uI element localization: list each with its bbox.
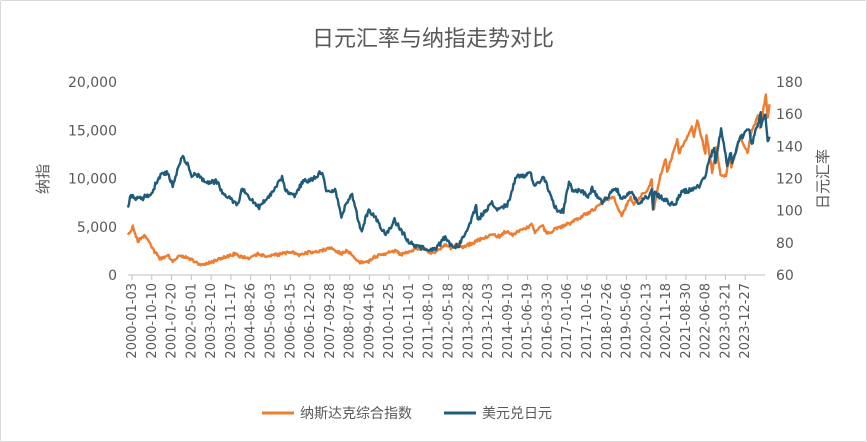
y-right-tick-label: 120 bbox=[776, 172, 803, 188]
x-tick-label: 2010-01-25 bbox=[382, 283, 397, 359]
y-left-tick-label: 15,000 bbox=[68, 123, 117, 139]
y-right-tick-label: 80 bbox=[776, 236, 794, 252]
y-left-tick-label: 5,000 bbox=[77, 220, 117, 236]
right-axis-title: 日元汇率 bbox=[814, 149, 832, 209]
y-right-tick-label: 180 bbox=[776, 75, 803, 91]
x-tick-label: 2018-07-26 bbox=[600, 283, 615, 359]
x-tick-label: 2002-05-01 bbox=[184, 283, 199, 359]
x-tick-label: 2011-08-10 bbox=[422, 283, 437, 359]
x-tick-label: 2022-06-08 bbox=[699, 283, 714, 359]
x-tick-label: 2017-10-16 bbox=[580, 283, 595, 359]
x-tick-label: 2015-06-19 bbox=[521, 283, 536, 359]
x-tick-label: 2004-08-26 bbox=[244, 283, 259, 359]
x-tick-label: 2000-01-03 bbox=[125, 283, 140, 359]
y-right-tick-label: 160 bbox=[776, 107, 803, 123]
y-left-tick-label: 20,000 bbox=[68, 75, 117, 91]
x-tick-label: 2016-03-30 bbox=[540, 283, 555, 359]
x-tick-label: 2019-05-06 bbox=[620, 283, 635, 359]
legend-label-1: 纳斯达克综合指数 bbox=[300, 406, 412, 422]
x-tick-label: 2005-06-03 bbox=[263, 283, 278, 359]
x-tick-label: 2012-05-18 bbox=[442, 283, 457, 359]
x-tick-label: 2021-08-30 bbox=[679, 283, 694, 359]
y-right-tick-label: 60 bbox=[776, 268, 794, 284]
x-tick-label: 2008-07-08 bbox=[343, 283, 358, 359]
x-tick-label: 2003-11-17 bbox=[224, 283, 239, 359]
x-tick-label: 2006-12-20 bbox=[303, 283, 318, 359]
x-tick-label: 2013-12-03 bbox=[481, 283, 496, 359]
x-tick-label: 2006-03-15 bbox=[283, 283, 298, 359]
series-line-2 bbox=[126, 111, 771, 253]
y-right-tick-label: 100 bbox=[776, 204, 803, 220]
x-tick-label: 2017-01-06 bbox=[560, 283, 575, 359]
legend: 纳斯达克综合指数 美元兑日元 bbox=[262, 406, 552, 422]
x-tick-label: 2023-03-21 bbox=[718, 283, 733, 359]
y-left-tick-label: 10,000 bbox=[68, 172, 117, 188]
y-left-tick-label: 0 bbox=[108, 268, 117, 284]
x-tick-label: 2013-02-28 bbox=[461, 283, 476, 359]
x-tick-label: 2010-11-01 bbox=[402, 283, 417, 359]
chart-title: 日元汇率与纳指走势对比 bbox=[312, 27, 554, 52]
y-right-tick-label: 140 bbox=[776, 139, 803, 155]
x-tick-label: 2003-02-10 bbox=[204, 283, 219, 359]
x-tick-label: 2000-10-10 bbox=[145, 283, 160, 359]
x-tick-label: 2023-12-27 bbox=[738, 283, 753, 359]
x-tick-label: 2014-09-10 bbox=[501, 283, 516, 359]
x-tick-label: 2020-11-18 bbox=[659, 283, 674, 359]
x-tick-label: 2009-04-16 bbox=[362, 283, 377, 359]
plot-area: 20,000 15,000 10,000 5,000 0 180 160 140 120 100 8… bbox=[68, 75, 803, 359]
x-tick-label: 2007-09-28 bbox=[323, 283, 338, 359]
legend-label-2: 美元兑日元 bbox=[482, 406, 552, 422]
left-axis-title: 纳指 bbox=[34, 164, 52, 194]
x-tick-label: 2001-07-20 bbox=[165, 283, 180, 359]
x-tick-label: 2020-02-13 bbox=[639, 283, 654, 359]
